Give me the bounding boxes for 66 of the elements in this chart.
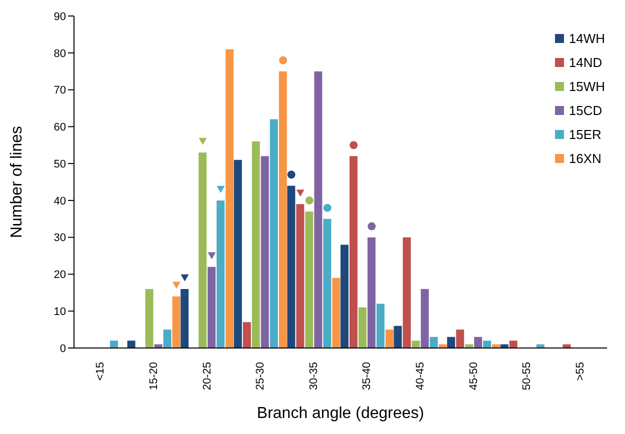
x-tick-label: 20-25: [201, 362, 214, 390]
y-tick-label: 10: [54, 306, 66, 318]
bar: [358, 307, 366, 348]
bar: [180, 288, 189, 348]
bar: [287, 186, 296, 348]
bar: [216, 200, 225, 348]
bar: [509, 340, 518, 348]
legend-label: 15ER: [568, 126, 602, 142]
y-tick-label: 20: [54, 269, 66, 282]
bar: [386, 330, 394, 348]
bar: [163, 330, 172, 348]
x-tick-label: >55: [574, 362, 586, 381]
bar: [376, 304, 384, 348]
bar: [172, 296, 180, 348]
bar: [323, 218, 332, 348]
legend-label: 15CD: [568, 102, 602, 118]
bar: [412, 340, 420, 348]
x-tick-label: 25-30: [254, 362, 267, 390]
bar: [127, 340, 136, 348]
y-tick-label: 0: [60, 342, 66, 355]
bar: [305, 212, 314, 348]
bar: [332, 278, 340, 348]
bar: [234, 160, 242, 348]
bar: [110, 340, 118, 348]
y-tick-label: 60: [54, 122, 66, 134]
x-tick-label: 40-45: [414, 362, 426, 390]
bar: [226, 49, 234, 348]
legend-label: 16XN: [568, 150, 602, 166]
bar: [260, 156, 269, 348]
x-tick-label: 50-55: [521, 362, 534, 390]
bar: [420, 288, 429, 348]
bar: [314, 71, 322, 348]
x-tick-label: 45-50: [468, 362, 480, 390]
bar: [296, 204, 304, 348]
legend-label: 14WH: [568, 30, 605, 46]
bar: [278, 71, 287, 348]
bar: [242, 322, 251, 348]
bar: [447, 336, 456, 348]
bar: [270, 119, 278, 348]
bar: [474, 336, 482, 348]
bar: [252, 141, 260, 348]
bar: [208, 266, 216, 348]
bar: [368, 237, 376, 348]
bar: [394, 326, 402, 348]
bar: [340, 244, 348, 348]
x-tick-label: 30-35: [308, 362, 320, 390]
bar: [402, 237, 411, 348]
y-axis-title: Number of lines: [8, 126, 26, 238]
x-tick-label: 15-20: [148, 362, 160, 390]
bar: [350, 156, 358, 348]
bar: [483, 340, 492, 348]
bar: [430, 336, 438, 348]
x-axis-title: Branch angle (degrees): [256, 405, 424, 422]
legend-label: 15WH: [568, 78, 605, 94]
y-tick-label: 50: [54, 158, 66, 170]
x-tick-label: 35-40: [361, 362, 374, 390]
legend-label: 14ND: [568, 54, 602, 70]
y-tick-label: 90: [54, 10, 66, 23]
y-tick-label: 30: [54, 232, 66, 244]
y-tick-label: 40: [54, 195, 66, 208]
bar: [456, 330, 464, 348]
bar: [145, 288, 154, 348]
y-tick-label: 80: [54, 48, 66, 60]
bar: [198, 152, 207, 348]
x-tick-label: <15: [94, 362, 107, 381]
y-tick-label: 70: [54, 84, 66, 97]
